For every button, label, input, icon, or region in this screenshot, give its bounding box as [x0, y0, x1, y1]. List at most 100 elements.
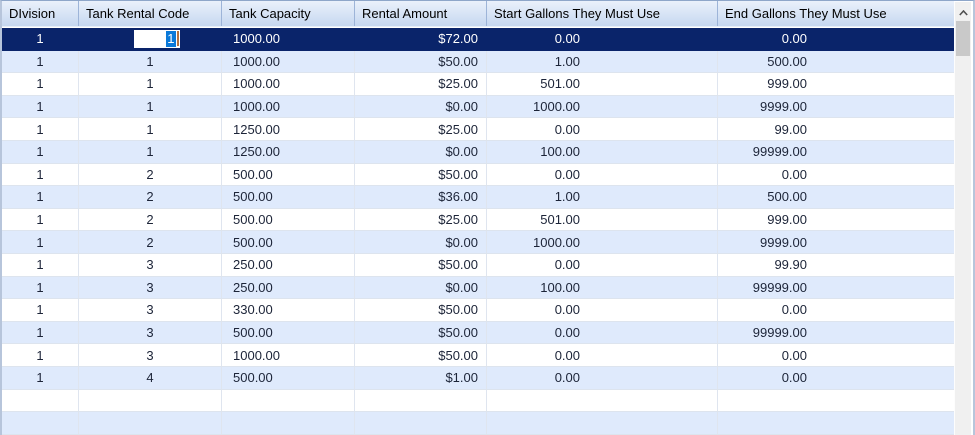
table-row[interactable]: 1 1 1000.00 $0.00 1000.00 9999.00: [2, 95, 954, 119]
table-row[interactable]: 1 2 500.00 $25.00 501.00 999.00: [2, 208, 954, 232]
table-row[interactable]: 1 4 500.00 $1.00 0.00 0.00: [2, 366, 954, 390]
cell[interactable]: 999.00: [718, 209, 954, 231]
cell[interactable]: $25.00: [355, 73, 487, 95]
column-header-tank-rental-code[interactable]: Tank Rental Code: [79, 1, 222, 26]
cell[interactable]: $0.00: [355, 140, 487, 163]
cell[interactable]: 1: [2, 95, 79, 118]
cell[interactable]: 1: [2, 118, 79, 140]
cell[interactable]: 1: [2, 140, 79, 163]
cell[interactable]: 1000.00: [222, 28, 355, 50]
cell[interactable]: 500.00: [222, 208, 355, 231]
cell[interactable]: 0.00: [718, 367, 954, 389]
cell[interactable]: 1000.00: [487, 95, 718, 118]
cell[interactable]: 500.00: [222, 366, 355, 389]
cell[interactable]: [355, 412, 487, 434]
table-row[interactable]: 1 1 1250.00 $0.00 100.00 99999.00: [2, 140, 954, 164]
cell[interactable]: 501.00: [487, 208, 718, 231]
cell[interactable]: 99999.00: [718, 322, 954, 344]
cell[interactable]: 1: [2, 28, 79, 50]
cell[interactable]: $36.00: [355, 186, 487, 208]
cell[interactable]: 9999.00: [718, 231, 954, 253]
column-header-end-gallons[interactable]: End Gallons They Must Use: [718, 1, 954, 26]
cell[interactable]: 99999.00: [718, 277, 954, 299]
cell[interactable]: 500.00: [222, 163, 355, 186]
column-header-tank-capacity[interactable]: Tank Capacity: [222, 1, 355, 26]
cell[interactable]: 1: [79, 140, 222, 163]
cell[interactable]: 1: [2, 231, 79, 253]
empty-row[interactable]: [2, 389, 954, 413]
cell[interactable]: 500.00: [718, 186, 954, 208]
cell[interactable]: 9999.00: [718, 96, 954, 118]
table-row[interactable]: 1 2 500.00 $36.00 1.00 500.00: [2, 186, 954, 209]
cell[interactable]: 4: [79, 366, 222, 389]
column-header-start-gallons[interactable]: Start Gallons They Must Use: [487, 1, 718, 26]
cell[interactable]: $0.00: [355, 95, 487, 118]
table-row[interactable]: 1 2 500.00 $50.00 0.00 0.00: [2, 163, 954, 187]
cell[interactable]: 1: [79, 118, 222, 140]
column-header-rental-amount[interactable]: Rental Amount: [355, 1, 487, 26]
cell[interactable]: [79, 412, 222, 434]
cell[interactable]: 501.00: [487, 73, 718, 95]
cell[interactable]: 0.00: [487, 344, 718, 366]
cell[interactable]: $25.00: [355, 118, 487, 140]
scroll-up-button[interactable]: [955, 2, 971, 20]
cell[interactable]: 330.00: [222, 299, 355, 321]
cell[interactable]: 0.00: [718, 344, 954, 366]
cell[interactable]: 500.00: [222, 321, 355, 344]
cell[interactable]: $72.00: [355, 28, 487, 50]
cell[interactable]: [222, 412, 355, 434]
cell[interactable]: 0.00: [487, 366, 718, 389]
cell[interactable]: 1: [2, 344, 79, 366]
cell[interactable]: 99.90: [718, 254, 954, 276]
cell[interactable]: 99.00: [718, 118, 954, 140]
cell[interactable]: 100.00: [487, 140, 718, 163]
cell[interactable]: 1: [2, 208, 79, 231]
cell[interactable]: 2: [79, 231, 222, 253]
cell[interactable]: 0.00: [487, 253, 718, 276]
cell[interactable]: $50.00: [355, 344, 487, 366]
column-header-division[interactable]: DIvision: [2, 1, 79, 26]
cell[interactable]: 3: [79, 253, 222, 276]
cell[interactable]: 3: [79, 299, 222, 321]
cell[interactable]: 1: [2, 321, 79, 344]
cell[interactable]: 2: [79, 163, 222, 186]
vertical-scrollbar[interactable]: [954, 2, 971, 435]
cell[interactable]: 0.00: [487, 118, 718, 140]
table-row[interactable]: 1 2 500.00 $0.00 1000.00 9999.00: [2, 231, 954, 254]
cell[interactable]: 3: [79, 344, 222, 366]
cell[interactable]: 0.00: [487, 321, 718, 344]
cell[interactable]: 1: [2, 366, 79, 389]
cell[interactable]: [487, 389, 718, 412]
table-row[interactable]: 1 1 1000.00 $25.00 501.00 999.00: [2, 73, 954, 96]
cell[interactable]: $50.00: [355, 163, 487, 186]
cell[interactable]: $1.00: [355, 366, 487, 389]
cell[interactable]: $50.00: [355, 321, 487, 344]
cell[interactable]: [487, 412, 718, 434]
cell[interactable]: 0.00: [487, 163, 718, 186]
cell[interactable]: 3: [79, 276, 222, 299]
table-row[interactable]: 1 3 330.00 $50.00 0.00 0.00: [2, 299, 954, 322]
cell[interactable]: 1: [2, 186, 79, 208]
cell[interactable]: [355, 389, 487, 412]
cell[interactable]: $50.00: [355, 50, 487, 73]
cell[interactable]: 1: [2, 276, 79, 299]
cell[interactable]: 0.00: [487, 299, 718, 321]
cell[interactable]: 0.00: [718, 28, 954, 50]
cell[interactable]: 1000.00: [222, 344, 355, 366]
cell[interactable]: 1.00: [487, 186, 718, 208]
cell[interactable]: 1.00: [487, 50, 718, 73]
cell[interactable]: $0.00: [355, 231, 487, 253]
cell[interactable]: 999.00: [718, 73, 954, 95]
cell[interactable]: 1: [79, 28, 222, 50]
cell[interactable]: 1: [79, 95, 222, 118]
cell[interactable]: [79, 389, 222, 412]
cell[interactable]: 3: [79, 321, 222, 344]
cell[interactable]: 100.00: [487, 276, 718, 299]
cell[interactable]: 1000.00: [487, 231, 718, 253]
cell[interactable]: $0.00: [355, 276, 487, 299]
cell[interactable]: [718, 390, 954, 412]
cell[interactable]: $50.00: [355, 253, 487, 276]
cell[interactable]: 250.00: [222, 276, 355, 299]
cell[interactable]: 0.00: [718, 164, 954, 186]
cell[interactable]: 500.00: [718, 51, 954, 73]
